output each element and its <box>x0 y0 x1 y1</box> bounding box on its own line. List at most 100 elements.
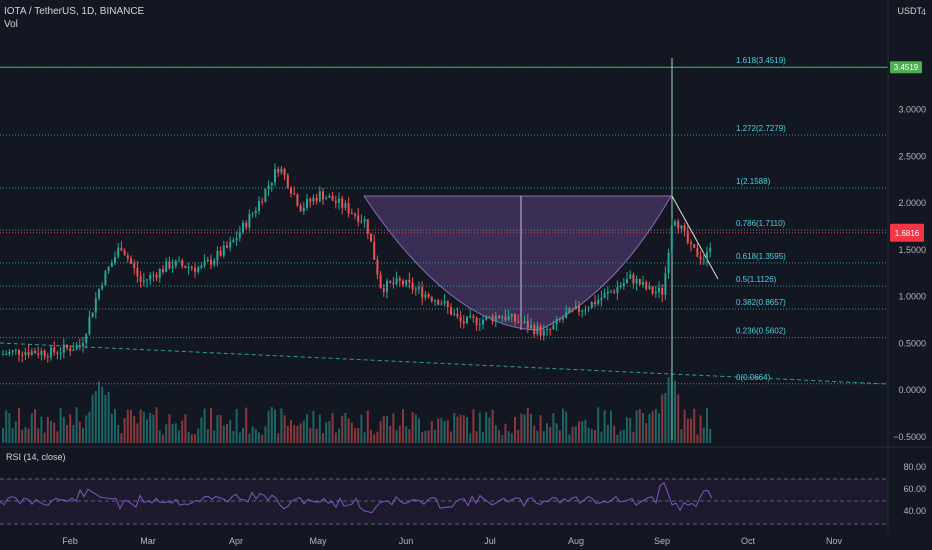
volume-bar <box>491 409 494 443</box>
fib-label: 1.272(2.7279) <box>736 124 786 133</box>
target-tag <box>890 61 922 74</box>
candle-body <box>677 221 680 229</box>
fib-label: 1(2.1588) <box>736 177 771 186</box>
volume-bar <box>555 423 558 443</box>
candle-body <box>488 316 491 318</box>
volume-bar <box>651 410 654 443</box>
volume-bar <box>469 433 472 443</box>
fib-label: 0.5(1.1126) <box>736 275 777 284</box>
volume-bar <box>334 432 337 443</box>
volume-bar <box>200 417 203 443</box>
volume-bar <box>274 409 276 443</box>
volume-bar <box>690 418 692 443</box>
fib-label: 1.618(3.4519) <box>736 56 786 65</box>
candle-body <box>34 350 36 354</box>
candle-body <box>344 203 347 208</box>
price-axis-label: −0.5000 <box>893 432 926 442</box>
candle-body <box>690 242 692 245</box>
candle-body <box>325 197 328 200</box>
volume-bar <box>517 429 520 443</box>
volume-bar <box>24 427 27 443</box>
volume-bar <box>638 409 641 443</box>
volume-bar <box>389 425 392 443</box>
volume-bar <box>136 423 139 443</box>
volume-bar <box>357 428 360 443</box>
volume-bar <box>354 428 356 443</box>
candle-body <box>453 313 456 315</box>
candle-body <box>155 274 158 278</box>
candle-body <box>286 175 289 188</box>
candle-body <box>216 250 219 261</box>
currency-label[interactable]: USDT <box>897 6 923 16</box>
candle-body <box>379 274 382 289</box>
candle-body <box>315 197 318 202</box>
candle-body <box>88 317 91 335</box>
volume-bar <box>210 407 212 443</box>
candle-body <box>2 354 4 356</box>
volume-bar <box>88 411 91 443</box>
volume-bar <box>520 413 523 443</box>
candle-body <box>306 199 308 208</box>
fib-label: 0.236(0.5602) <box>736 327 786 336</box>
candle-body <box>264 189 267 202</box>
candle-body <box>258 201 260 211</box>
volume-bar <box>174 423 177 443</box>
candle-body <box>133 263 136 268</box>
volume-bar <box>242 428 244 443</box>
fib-label: 0.618(1.3595) <box>736 252 786 261</box>
rsi-label[interactable]: RSI (14, close) <box>6 452 66 462</box>
volume-bar <box>190 434 193 443</box>
price-axis-label: 1.5000 <box>898 245 926 255</box>
volume-bar <box>523 414 526 443</box>
volume-bar <box>635 410 638 443</box>
candle-body <box>104 270 107 286</box>
candle-body <box>229 242 232 248</box>
volume-bar <box>661 394 664 443</box>
candle-body <box>232 240 235 243</box>
candle-body <box>254 210 257 214</box>
volume-bar <box>171 423 174 443</box>
volume-bar <box>341 415 344 443</box>
candle-body <box>130 258 132 264</box>
volume-bar <box>197 428 200 443</box>
volume-bar <box>622 429 625 443</box>
candle-body <box>360 221 363 223</box>
volume-bar <box>309 427 312 443</box>
volume-bar <box>648 413 651 443</box>
volume-bar <box>603 410 606 443</box>
candle-body <box>334 200 337 203</box>
candle-body <box>427 294 430 297</box>
volume-bar <box>222 425 225 443</box>
candle-body <box>126 255 129 259</box>
candle-body <box>190 267 193 269</box>
volume-bar <box>69 414 72 443</box>
volume-bar <box>421 431 424 443</box>
volume-bar <box>606 425 609 443</box>
candle-body <box>142 280 145 282</box>
candle-body <box>114 256 116 263</box>
rsi-axis-label: 40.00 <box>903 506 926 516</box>
volume-bar <box>168 414 171 443</box>
volume-bar <box>574 426 577 443</box>
volume-bar <box>85 415 88 443</box>
volume-bar <box>485 412 488 443</box>
time-axis-label: Jul <box>484 536 496 546</box>
volume-bar <box>376 431 379 443</box>
candle-body <box>389 280 392 283</box>
candle-body <box>462 321 465 324</box>
volume-bar <box>123 418 126 443</box>
rsi-line <box>0 482 713 514</box>
volume-bar <box>686 418 689 443</box>
price-axis-label: 3.0000 <box>898 105 926 115</box>
candle-body <box>514 313 516 322</box>
volume-bar <box>501 434 504 443</box>
volume-bar <box>21 429 24 443</box>
candle-body <box>302 207 305 212</box>
candle-body <box>405 279 408 285</box>
volume-bar <box>590 429 593 443</box>
volume-bar <box>27 428 30 443</box>
price-axis-label: 1.0000 <box>898 292 926 302</box>
symbol-title[interactable]: IOTA / TetherUS, 1D, BINANCE <box>4 6 145 17</box>
candle-body <box>478 324 481 326</box>
